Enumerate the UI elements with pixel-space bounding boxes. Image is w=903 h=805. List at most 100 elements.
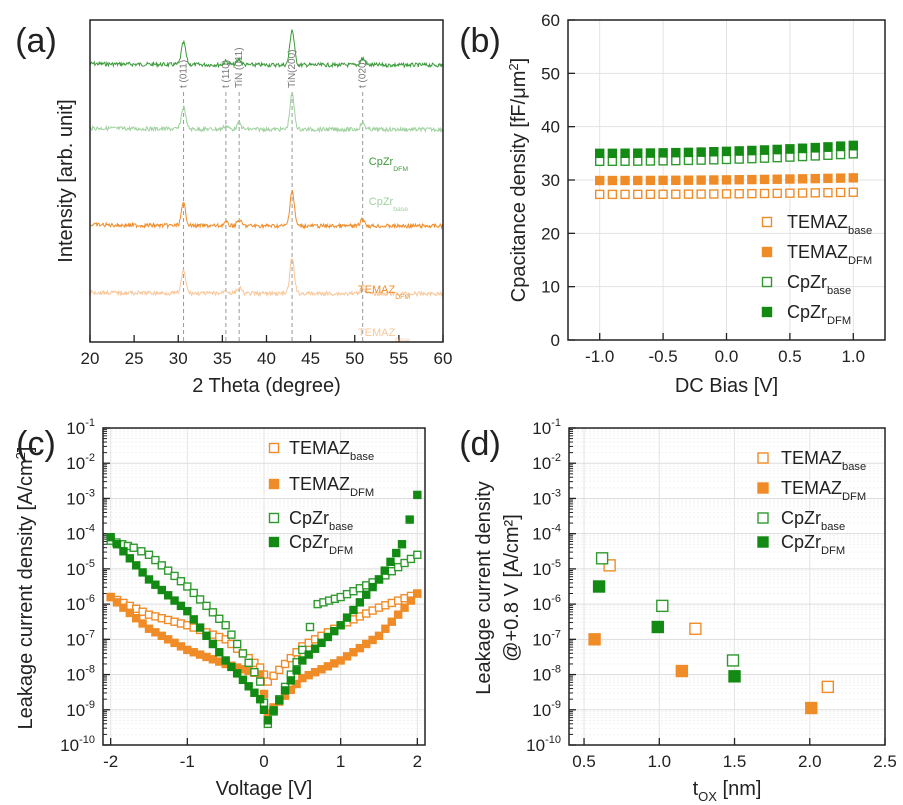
cap-point: [835, 173, 846, 183]
x-tick-label: 35: [213, 349, 232, 368]
y-axis-title: Intensity [arb. unit]: [55, 99, 77, 262]
cap-point: [848, 149, 858, 159]
iv-point: [330, 626, 339, 636]
cap-point: [785, 188, 795, 198]
cap-point: [797, 151, 808, 162]
xrd-series-line: [89, 28, 444, 69]
iv-point: [374, 575, 384, 584]
panel-a-label: (a): [15, 22, 57, 60]
x-tick-label: 1: [336, 752, 345, 771]
iv-point: [310, 644, 320, 653]
cap-point: [747, 188, 757, 199]
legend-label: TEMAZbase: [787, 212, 872, 237]
iv-point: [275, 696, 284, 705]
panel-b-label: (b): [459, 22, 501, 60]
cap-point: [671, 175, 681, 185]
x-tick-label: 0.5: [572, 752, 596, 771]
cap-point: [759, 174, 770, 185]
legend-label: TEMAZDFM: [781, 478, 866, 503]
cap-point: [595, 156, 605, 167]
cap-point: [607, 156, 618, 167]
legend-label: CpZrDFM: [781, 532, 845, 557]
iv-point: [129, 543, 138, 552]
cap-point: [848, 187, 858, 197]
iv-point: [250, 668, 259, 677]
legend-label: TEMAZbase: [781, 448, 866, 473]
y-tick-label: 10-9: [66, 699, 95, 720]
iv-point: [119, 603, 128, 612]
x-axis-title: DC Bias [V]: [675, 375, 778, 397]
iv-point: [298, 656, 307, 665]
y-tick-label: 10-3: [66, 487, 95, 508]
cap-point: [645, 175, 656, 186]
x-axis-title: tOX [nm]: [693, 778, 762, 804]
cap-point: [658, 148, 668, 158]
tox-point: [726, 654, 740, 667]
legend-label: TEMAZbase: [289, 438, 374, 463]
iv-point: [368, 582, 377, 592]
cap-point: [671, 147, 681, 158]
cap-point: [683, 175, 694, 185]
iv-point: [413, 589, 422, 598]
iv-point: [269, 671, 278, 680]
x-tick-label: 1.5: [723, 752, 747, 771]
cap-point: [848, 140, 858, 151]
cap-point: [772, 152, 782, 163]
y-axis-title: Leakage current density [A/cm2]: [13, 447, 37, 730]
iv-point: [137, 547, 146, 556]
legend-marker: [761, 216, 773, 228]
legend-marker: [757, 536, 769, 548]
cap-point: [645, 156, 656, 166]
legend-marker: [268, 536, 280, 548]
x-tick-label: 30: [169, 349, 188, 368]
legend-marker: [268, 512, 280, 524]
iv-point: [323, 632, 333, 642]
iv-point: [170, 596, 179, 605]
tox-point: [689, 622, 702, 635]
x-tick-label: 1.0: [647, 752, 671, 771]
iv-point: [374, 631, 384, 641]
cap-point: [772, 174, 782, 184]
iv-point: [221, 635, 230, 644]
iv-point: [244, 658, 253, 668]
peak-label: t (020): [358, 59, 369, 88]
cap-point: [709, 175, 719, 185]
iv-point: [183, 582, 192, 591]
cap-point: [607, 189, 618, 200]
y-axis-title-line1: Leakage current density: [473, 481, 495, 694]
iv-point: [342, 613, 352, 622]
cap-point: [810, 173, 820, 184]
iv-point: [413, 490, 422, 500]
cap-point: [709, 155, 719, 165]
y-tick-label: 10-9: [532, 699, 561, 720]
peak-label: t (110): [221, 60, 232, 88]
cap-point: [696, 147, 706, 157]
y-tick-label: 10-6: [532, 593, 561, 614]
x-axis-title: 2 Theta (degree): [192, 375, 341, 397]
iv-point: [232, 639, 242, 649]
iv-point: [238, 675, 248, 685]
panel-a-frame: [89, 19, 444, 343]
cap-point: [620, 156, 630, 166]
cap-point: [683, 189, 694, 199]
cap-point: [633, 156, 643, 166]
cap-point: [671, 155, 681, 166]
iv-point: [176, 601, 186, 611]
panel-b-plot: 0 10 20 30 40 50 60 -1.0 -0.5 0.0 0.5 1.0: [541, 11, 885, 366]
iv-point: [286, 676, 296, 685]
cap-point: [823, 173, 833, 184]
cap-point: [772, 144, 782, 155]
cap-point: [734, 154, 744, 164]
iv-point: [232, 669, 242, 678]
x-tick-label: 0.5: [778, 347, 802, 366]
iv-point: [125, 554, 135, 563]
iv-point: [106, 592, 115, 602]
cap-point: [709, 147, 719, 157]
tox-point: [821, 680, 835, 694]
iv-point: [119, 547, 128, 556]
cap-point: [810, 151, 820, 161]
legend-marker: [761, 276, 773, 288]
y-tick-label: 10-2: [532, 452, 561, 473]
panel-c-label: (c): [16, 425, 56, 463]
tox-point: [675, 664, 689, 678]
